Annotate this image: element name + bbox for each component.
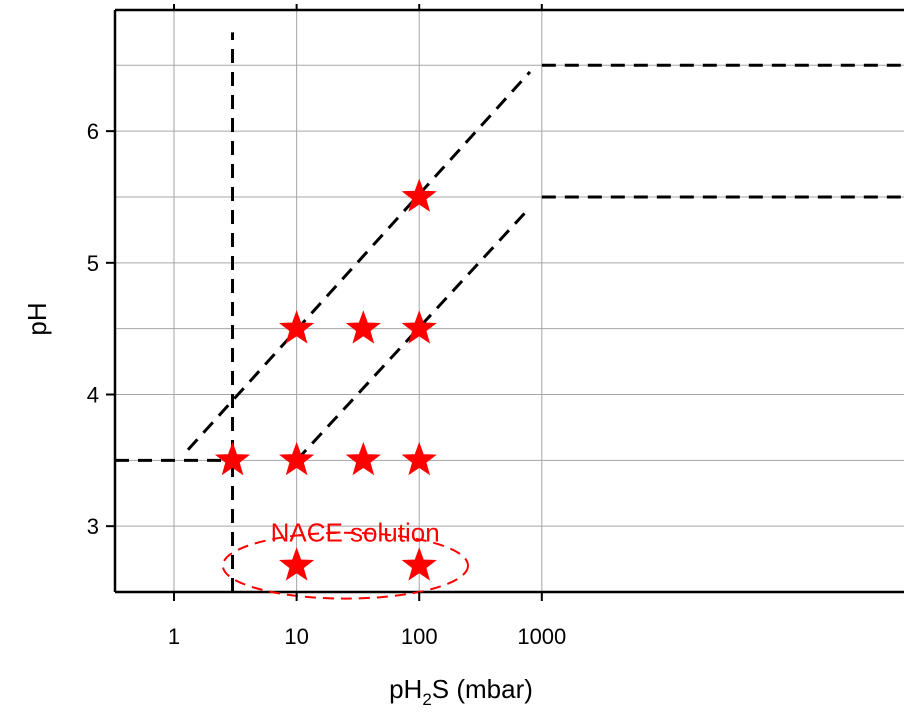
x-axis-title-rest: S (mbar): [432, 674, 533, 704]
annotation: NACE solution: [221, 518, 470, 600]
star-marker: [345, 310, 381, 344]
plot-frame: [113, 8, 904, 594]
x-axis-title-main: pH: [389, 674, 422, 704]
y-tick-label: 6: [87, 119, 99, 144]
star-marker: [279, 547, 315, 581]
x-tick-label: 1: [168, 624, 180, 649]
star-marker: [401, 547, 437, 581]
star-marker: [279, 441, 315, 476]
y-tick-label: 4: [87, 382, 99, 407]
annotation-label: NACE solution: [271, 518, 440, 548]
star-marker: [401, 310, 437, 344]
y-tick-label: 3: [87, 514, 99, 539]
x-tick-label: 100: [401, 624, 438, 649]
star-marker: [401, 441, 437, 476]
star-marker: [345, 441, 381, 476]
x-tick-label: 10: [284, 624, 308, 649]
x-tick-label: 1000: [517, 624, 566, 649]
x-axis-title-subscript: 2: [422, 690, 431, 709]
star-marker: [214, 441, 251, 476]
y-axis-title: pH: [22, 302, 52, 335]
nace-ellipse: [221, 531, 470, 600]
data-markers: [214, 178, 437, 581]
axis-ticks: 1 10 100 1000 3 4 5 6: [87, 4, 566, 649]
x-axis-title: pH2S (mbar): [389, 674, 533, 709]
star-marker: [279, 310, 315, 344]
y-tick-label: 5: [87, 251, 99, 276]
boundary-lines: [115, 32, 904, 592]
boundary-line: [186, 70, 532, 451]
star-marker: [401, 178, 437, 212]
